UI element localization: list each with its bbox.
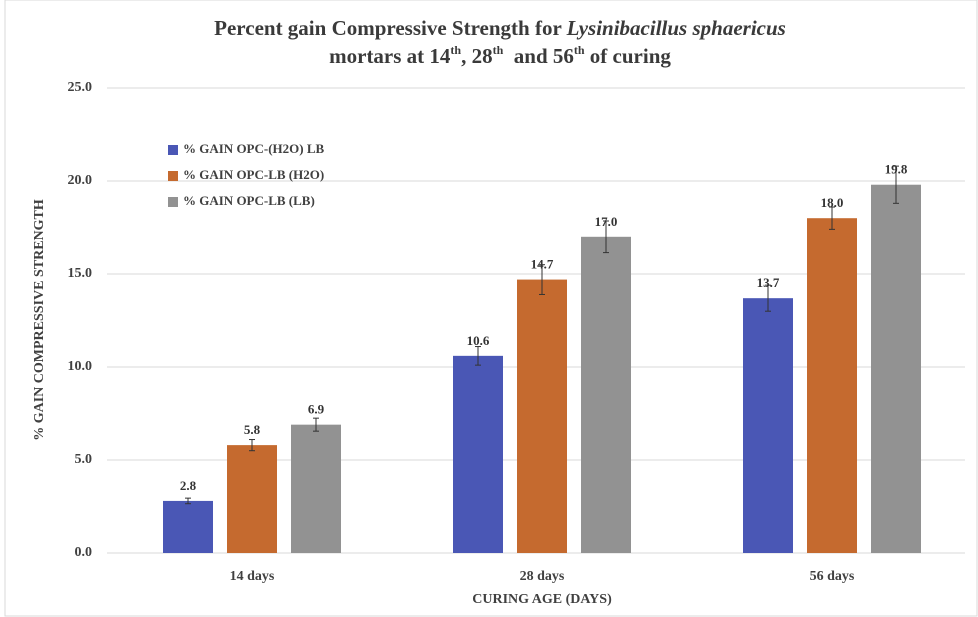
title-text: of curing [585,44,672,68]
value-label: 5.8 [244,422,261,437]
bar [743,298,793,553]
bar [163,500,213,553]
title-text: Percent gain Compressive Strength for [214,16,567,40]
value-label: 19.8 [885,162,908,177]
bar [453,355,503,553]
chart-border [4,0,978,617]
error-bar [249,439,255,452]
error-bar [765,284,771,312]
bar [517,279,567,553]
chart-title: mortars at 14th, 28th and 56th of curing [329,43,671,68]
title-sup: th [574,43,585,57]
title-text: , 28 [461,44,493,68]
value-label: 6.9 [308,402,325,417]
value-label: 2.8 [180,478,197,493]
value-label: 10.6 [467,333,490,348]
y-tick-label: 20.0 [68,173,93,188]
value-label: 14.7 [531,257,554,272]
legend-swatch [168,145,178,155]
error-bar [539,264,545,295]
y-tick-label: 15.0 [68,266,93,281]
x-tick-label: 28 days [520,569,565,584]
y-axis-label: % GAIN COMPRESSIVE STRENGTH [32,199,47,441]
bar [291,424,341,553]
error-bar [829,206,835,230]
y-tick-label: 25.0 [68,80,93,95]
title-sup: th [493,43,504,57]
x-tick-label: 14 days [230,569,275,584]
bar [581,236,631,554]
value-label: 13.7 [757,275,780,290]
bar [227,445,277,553]
value-label: 17.0 [595,214,618,229]
x-axis-label: CURING AGE (DAYS) [472,592,612,607]
title-text: mortars at 14 [329,44,451,68]
y-tick-label: 0.0 [75,545,93,560]
error-bar [893,165,899,204]
error-bar [185,497,191,505]
error-bar [475,346,481,366]
bar [871,184,921,553]
legend-label: % GAIN OPC-(H2O) LB [183,141,325,156]
y-tick-label: 10.0 [68,359,93,374]
title-sup: th [450,43,461,57]
legend-swatch [168,197,178,207]
bar [807,218,857,553]
error-bar [313,417,319,432]
x-tick-label: 56 days [810,569,855,584]
legend-label: % GAIN OPC-LB (H2O) [183,167,324,182]
legend-label: % GAIN OPC-LB (LB) [183,193,315,208]
title-text: and 56 [503,44,574,68]
error-bar [603,220,609,254]
chart-title: Percent gain Compressive Strength for Ly… [214,16,786,40]
legend-swatch [168,171,178,181]
y-tick-label: 5.0 [75,452,93,467]
title-text: Lysinibacillus sphaericus [566,16,786,40]
value-label: 18.0 [821,195,844,210]
